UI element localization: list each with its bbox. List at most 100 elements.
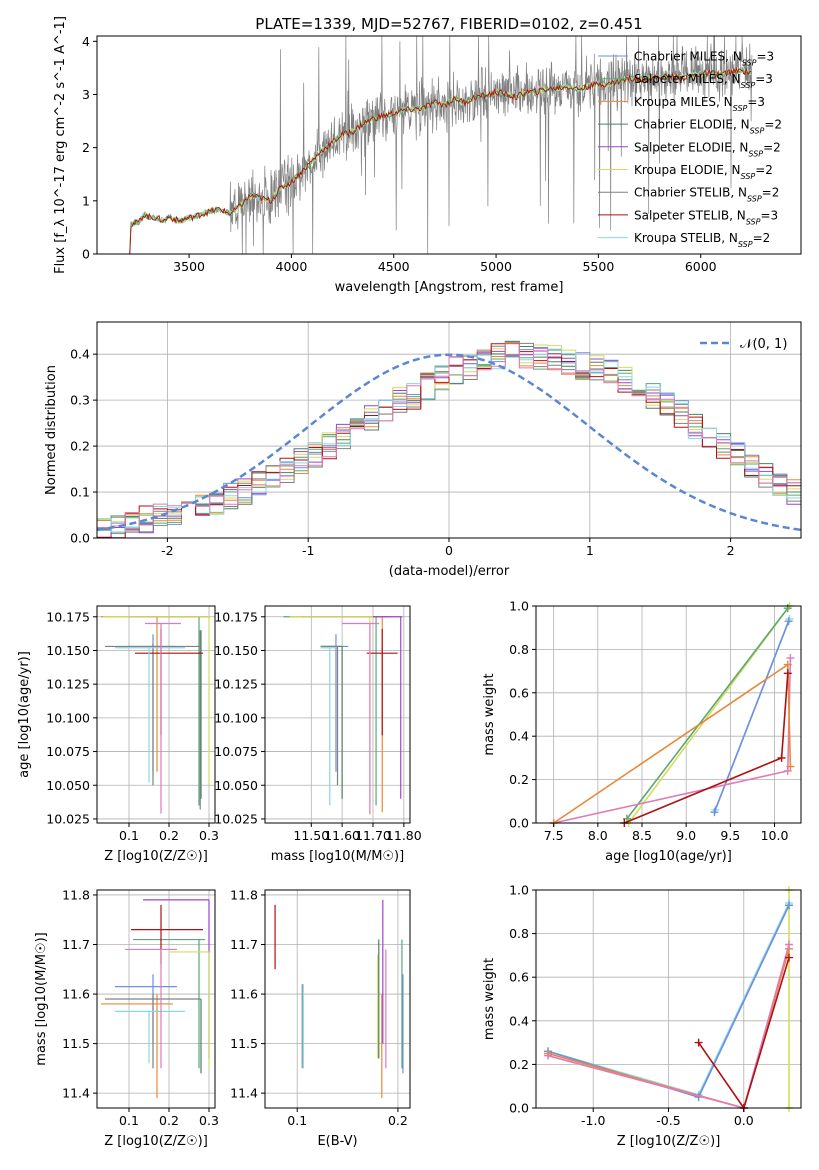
plot-area bbox=[274, 899, 404, 1099]
x-axis-label: mass [log10(M/M☉)] bbox=[271, 849, 404, 864]
weight-series-line bbox=[623, 673, 789, 824]
weight-series-marker bbox=[784, 940, 793, 949]
weight-vs-z-panel: -1.0 -0.5 0.0 0.0 0.2 0.4 0.6 0.8 1.0 Z [log10(Z/… bbox=[482, 883, 802, 1149]
y-tick-label: 0.8 bbox=[509, 926, 529, 941]
y-tick-label: 10.175 bbox=[214, 609, 258, 624]
y-tick-label: 0.0 bbox=[70, 531, 90, 546]
weight-series-marker bbox=[783, 766, 792, 775]
weight-series-marker bbox=[784, 617, 793, 626]
x-tick-label: 0.0 bbox=[734, 1113, 754, 1128]
plot-area bbox=[97, 340, 801, 538]
x-tick-label: 6000 bbox=[685, 259, 717, 274]
plot-area bbox=[283, 616, 403, 815]
y-tick-label: 0.0 bbox=[509, 1101, 529, 1116]
legend-entry: Salpeter ELODIE, NSSP=2 bbox=[634, 140, 781, 158]
x-tick-label: 9.0 bbox=[676, 828, 696, 843]
histogram-series bbox=[97, 347, 801, 533]
x-tick-label: -0.5 bbox=[656, 1113, 680, 1128]
weight-series-line bbox=[553, 663, 792, 824]
axes-frame bbox=[264, 605, 411, 824]
y-tick-label: 10.025 bbox=[46, 811, 90, 826]
mass-vs-z-panel: 0.1 0.2 0.3 11.4 11.5 11.6 11.7 11.8 Z [log10(Z/… bbox=[34, 887, 219, 1149]
x-axis-label: Z [log10(Z/Z☉)] bbox=[104, 1134, 208, 1149]
x-tick-label: 7.5 bbox=[544, 828, 564, 843]
y-axis-label: mass weight bbox=[482, 958, 497, 1040]
y-axis-label: age [log10(age/yr)] bbox=[17, 651, 32, 778]
y-tick-label: 10.050 bbox=[214, 778, 258, 793]
weight-series-marker bbox=[786, 654, 795, 663]
y-tick-label: 3 bbox=[82, 87, 90, 102]
y-tick-label: 10.075 bbox=[214, 744, 258, 759]
x-tick-label: 8.5 bbox=[632, 828, 652, 843]
axes-frame bbox=[96, 35, 802, 255]
x-tick-label: 9.5 bbox=[720, 828, 740, 843]
legend: 𝒩(0, 1) bbox=[700, 337, 787, 352]
residual-histogram-panel: -2 -1 0 1 2 0.0 0.1 0.2 0.3 0.4 (data-model)/error… bbox=[44, 321, 802, 579]
y-tick-label: 10.100 bbox=[46, 710, 90, 725]
histogram-series bbox=[97, 341, 801, 534]
legend-entry: Chabrier MILES, NSSP=3 bbox=[634, 50, 774, 68]
legend-entry: Kroupa ELODIE, NSSP=2 bbox=[634, 163, 773, 181]
y-tick-label: 0.6 bbox=[509, 685, 529, 700]
y-tick-label: 10.075 bbox=[46, 744, 90, 759]
y-tick-label: 0.0 bbox=[509, 816, 529, 831]
weight-series-marker bbox=[777, 753, 786, 762]
x-tick-label: 0.3 bbox=[199, 1113, 219, 1128]
grid bbox=[536, 605, 801, 824]
legend-entry: Salpeter MILES, NSSP=3 bbox=[634, 72, 773, 90]
x-tick-label: 2 bbox=[727, 543, 735, 558]
plot-area bbox=[129, 36, 753, 254]
plot-area bbox=[101, 616, 211, 814]
y-tick-label: 11.5 bbox=[62, 1036, 90, 1051]
axes-frame bbox=[96, 605, 216, 824]
y-tick-label: 1.0 bbox=[509, 599, 529, 614]
histogram-series bbox=[97, 342, 801, 538]
legend-entry: Kroupa MILES, NSSP=3 bbox=[634, 95, 765, 113]
weight-series-marker bbox=[783, 660, 792, 669]
spectrum-lines bbox=[129, 36, 753, 254]
y-tick-label: 11.6 bbox=[62, 987, 90, 1002]
y-tick-label: 11.8 bbox=[62, 887, 90, 902]
y-tick-label: 10.175 bbox=[46, 609, 90, 624]
x-tick-label: 0.1 bbox=[119, 828, 139, 843]
x-tick-label: -1 bbox=[302, 543, 314, 558]
x-tick-label: 0.2 bbox=[159, 828, 179, 843]
legend: Chabrier MILES, NSSP=3 Salpeter MILES, NS… bbox=[598, 50, 782, 249]
weight-series-marker bbox=[783, 669, 792, 678]
x-axis-label: Z [log10(Z/Z☉)] bbox=[104, 849, 208, 864]
x-axis-label: (data-model)/error bbox=[389, 564, 510, 579]
normal-curve bbox=[97, 353, 801, 532]
x-tick-label: 4000 bbox=[276, 259, 308, 274]
y-tick-label: 0 bbox=[82, 247, 90, 262]
y-tick-label: 1.0 bbox=[509, 883, 529, 898]
x-tick-label: 11.60 bbox=[324, 828, 360, 843]
grid bbox=[536, 889, 801, 1109]
x-axis-label: E(B-V) bbox=[317, 1134, 357, 1149]
x-axis-label: Z [log10(Z/Z☉)] bbox=[617, 1134, 721, 1149]
histogram-series bbox=[97, 343, 801, 528]
legend-entry: Chabrier ELODIE, NSSP=2 bbox=[634, 118, 782, 136]
x-tick-label: 4500 bbox=[378, 259, 410, 274]
y-tick-label: 10.125 bbox=[46, 677, 90, 692]
axes-frame bbox=[96, 889, 216, 1109]
weight-series-marker bbox=[784, 901, 793, 910]
histogram-steps bbox=[97, 340, 801, 538]
y-tick-label: 4 bbox=[82, 34, 90, 49]
age-vs-z-panel: 0.1 0.2 0.3 10.025 10.050 10.075 10.100 10.125 1… bbox=[17, 605, 219, 864]
y-tick-label: 11.6 bbox=[230, 987, 258, 1002]
y-tick-label: 11.4 bbox=[62, 1086, 90, 1101]
y-axis-label: mass [log10(M/M☉)] bbox=[34, 932, 49, 1065]
model-spectrum-line bbox=[129, 67, 752, 254]
x-tick-label: 0 bbox=[445, 543, 453, 558]
y-tick-label: 10.100 bbox=[214, 710, 258, 725]
y-tick-label: 0.6 bbox=[509, 970, 529, 985]
y-axis-label: Normed distribution bbox=[44, 365, 59, 495]
weight-vs-age-panel: 7.5 8.0 8.5 9.0 9.5 10.0 0.0 0.2 0.4 0.6 0.8 1.0 age… bbox=[482, 599, 802, 864]
weight-series-line bbox=[626, 607, 789, 820]
y-tick-label: 0.3 bbox=[70, 393, 90, 408]
y-tick-label: 0.1 bbox=[70, 485, 90, 500]
x-tick-label: 0.2 bbox=[159, 1113, 179, 1128]
x-tick-label: 10.0 bbox=[761, 828, 789, 843]
weight-series-marker bbox=[710, 808, 719, 817]
